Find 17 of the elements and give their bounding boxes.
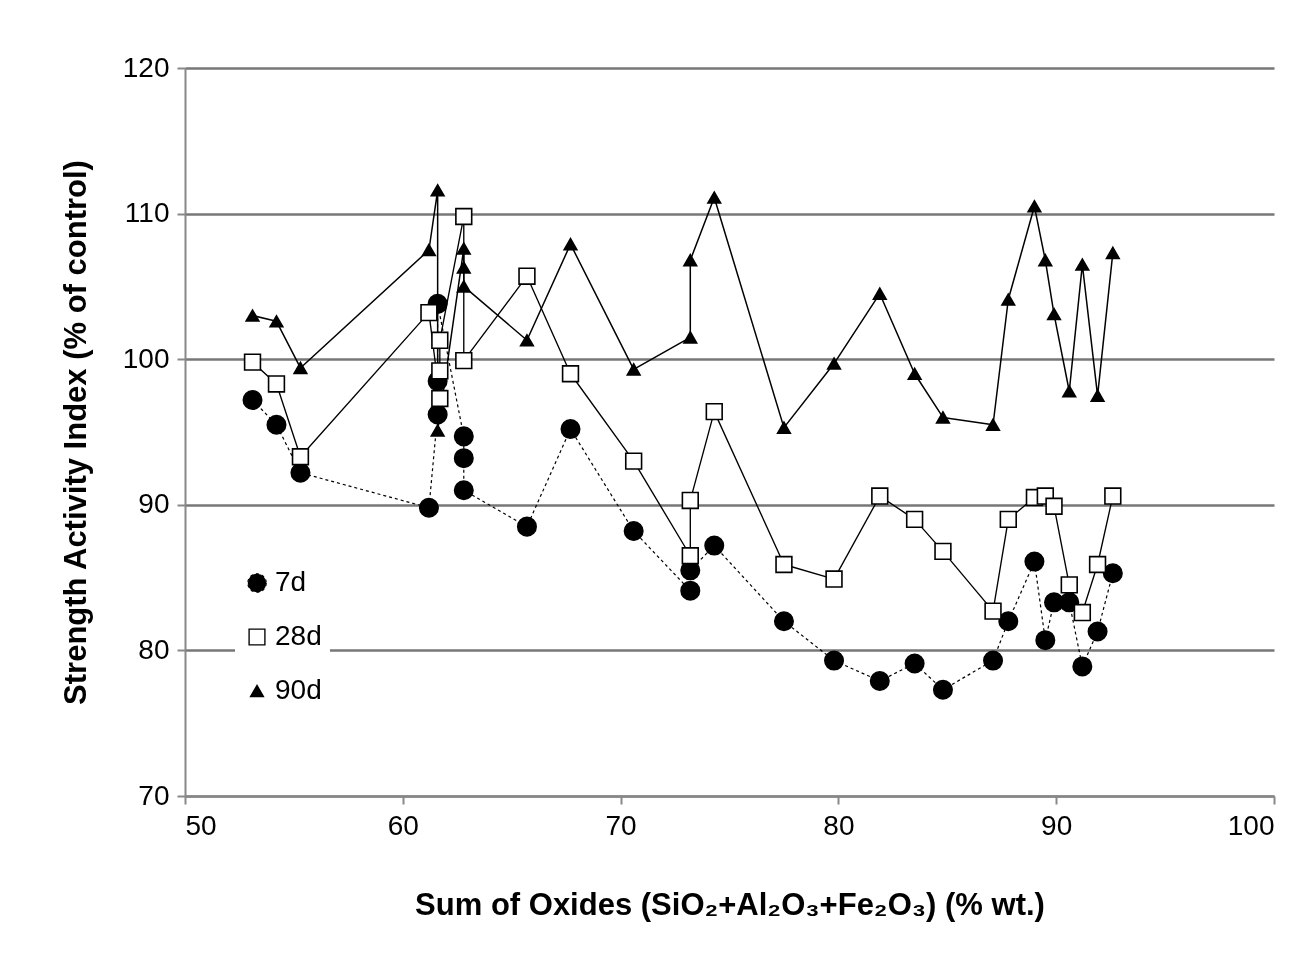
legend-label: 28d: [275, 620, 322, 651]
y-axis-title: Strength Activity Index (% of control): [57, 160, 93, 705]
legend-label: 7d: [275, 566, 307, 597]
x-tick-label: 90: [1041, 809, 1073, 841]
legend-label: 90d: [275, 674, 322, 705]
y-tick-label: 70: [138, 779, 170, 811]
x-tick-label: 80: [823, 809, 855, 841]
x-axis-title: Sum of Oxides (SiO₂+Al₂O₃+Fe₂O₃) (% wt.): [415, 886, 1045, 922]
y-tick-label: 100: [122, 342, 170, 374]
y-tick-label: 90: [138, 488, 170, 520]
y-tick-label: 120: [122, 51, 170, 83]
x-tick-label: 50: [185, 809, 217, 841]
x-tick-label: 60: [387, 809, 419, 841]
x-tick-label: 100: [1227, 809, 1275, 841]
x-tick-label: 70: [605, 809, 637, 841]
y-tick-label: 110: [124, 197, 170, 229]
y-tick-label: 80: [138, 633, 170, 665]
